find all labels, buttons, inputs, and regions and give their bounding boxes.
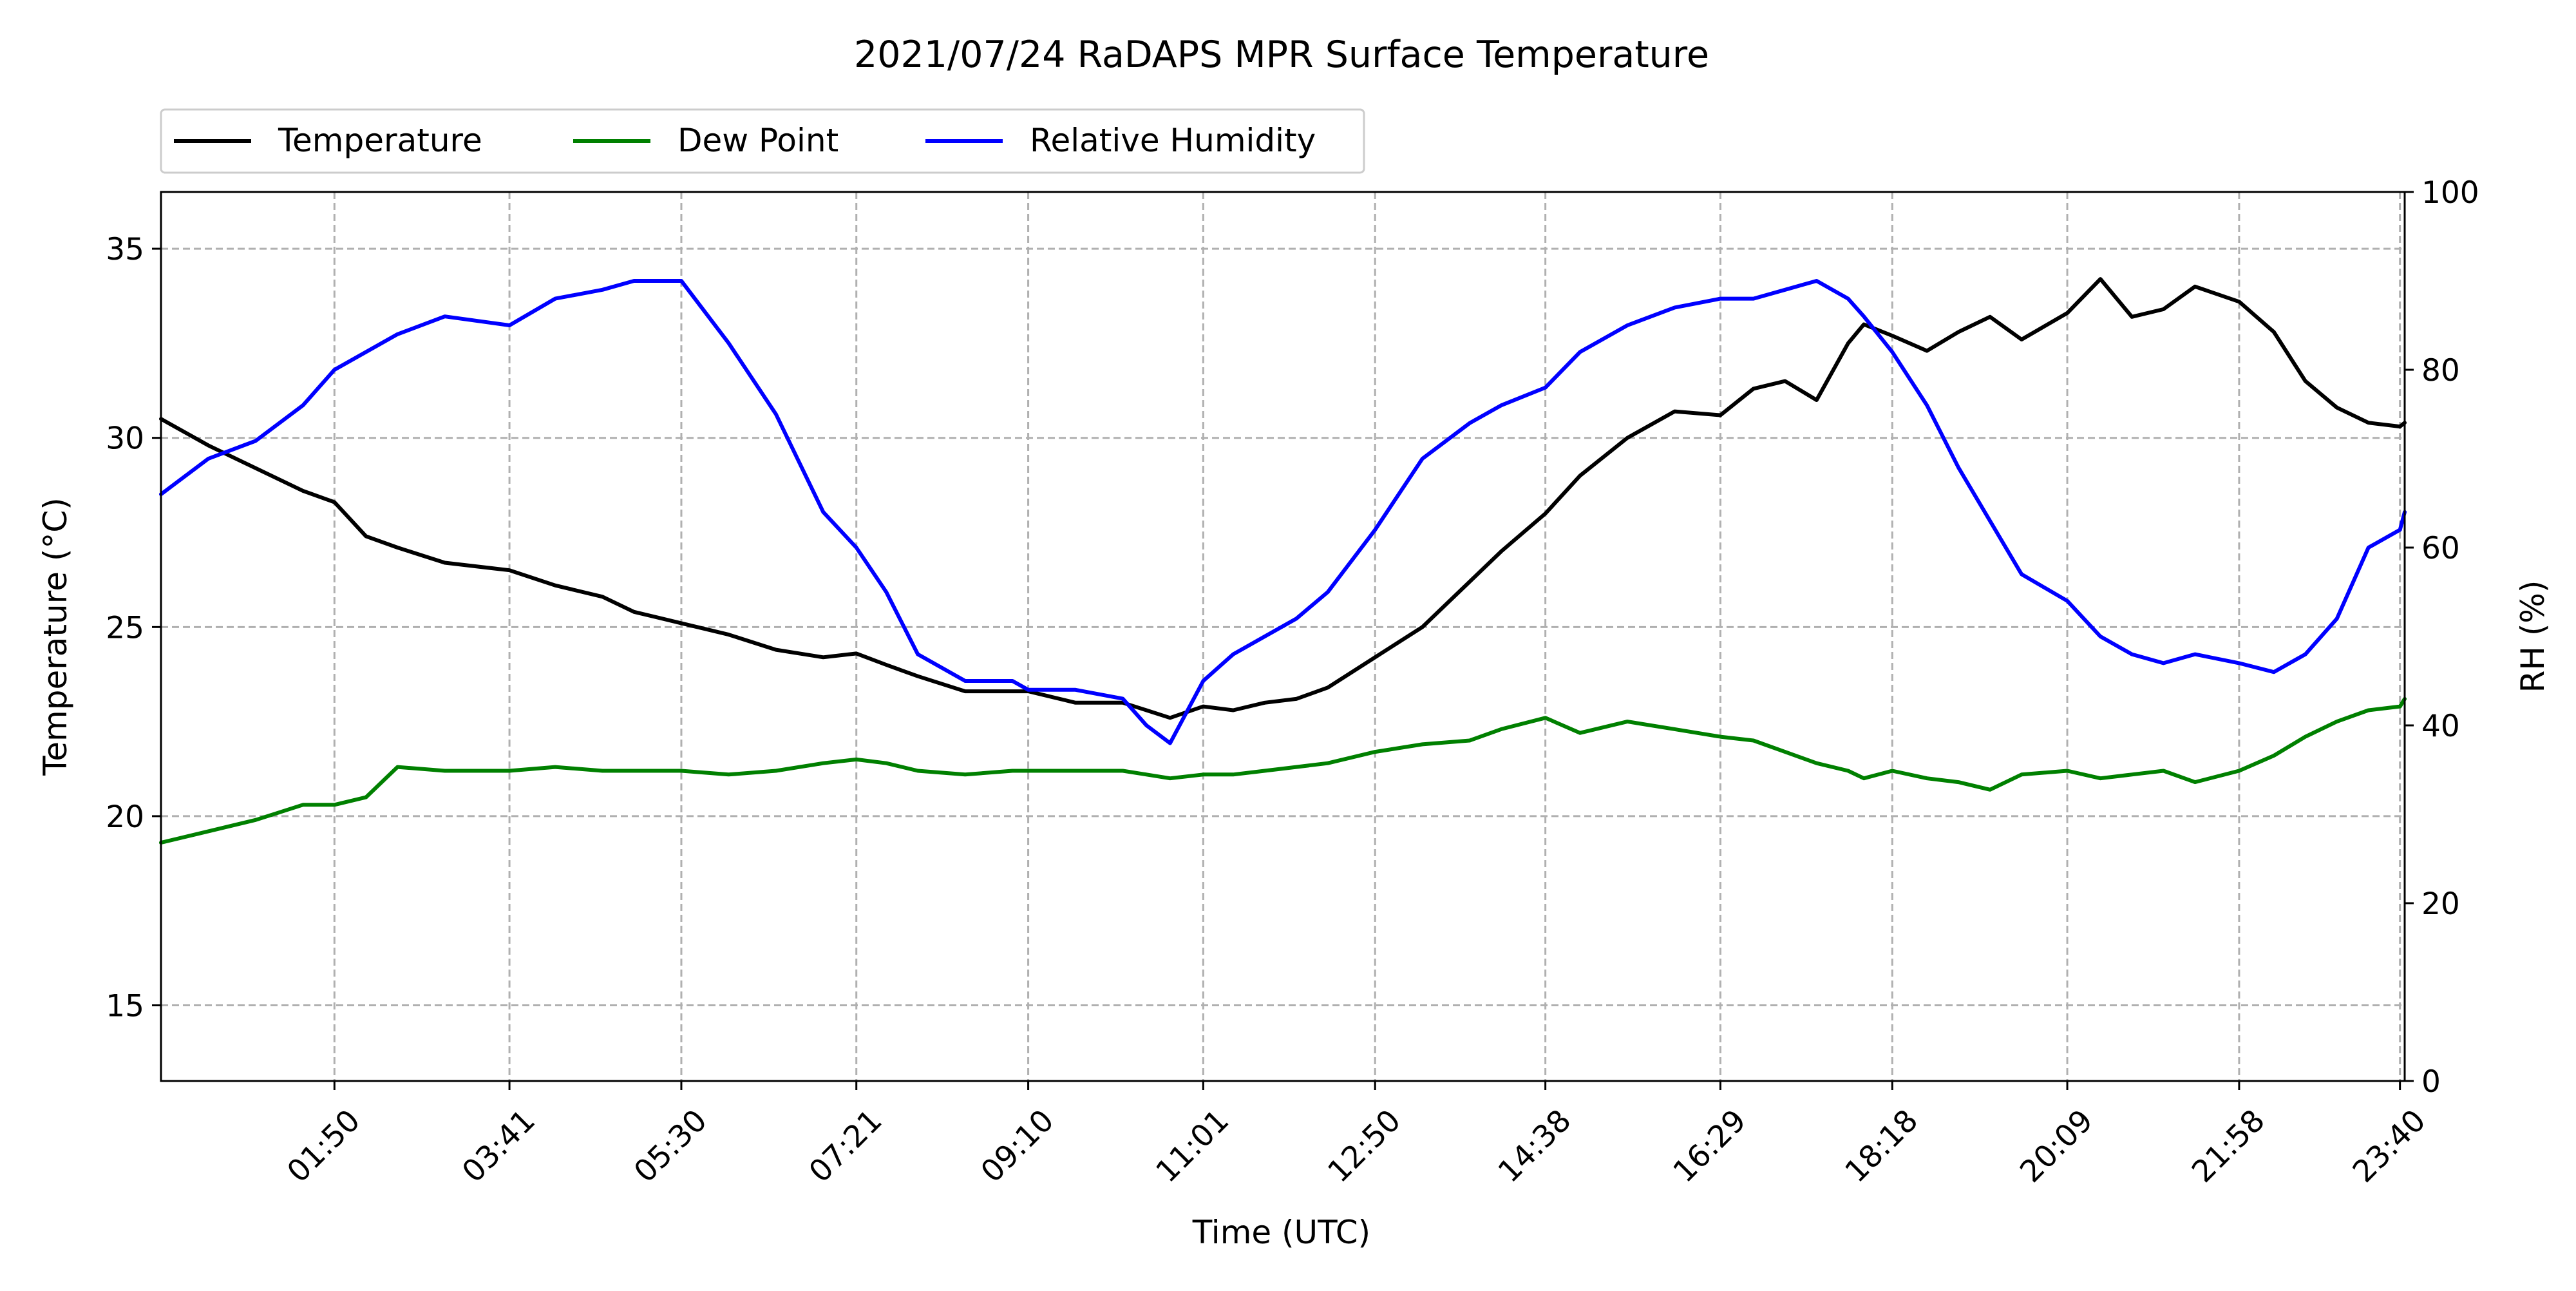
series-line-relative-humidity — [159, 279, 2407, 745]
legend-box — [160, 108, 1365, 174]
y-tick-label-right: 20 — [2421, 886, 2460, 922]
plot-frame — [160, 191, 2406, 1082]
y-tick-label-left: 25 — [106, 610, 144, 646]
legend: Temperature Dew Point Relative Humidity — [160, 108, 1365, 174]
legend-label-relative-humidity: Relative Humidity — [1030, 122, 1316, 159]
y-tick-label-left: 15 — [106, 989, 144, 1024]
series-line-temperature — [159, 277, 2407, 720]
y-axis-label-left: Temperature (°C) — [37, 497, 74, 776]
y-tick-label-left: 30 — [106, 421, 144, 457]
x-axis-label: Time (UTC) — [1192, 1214, 1370, 1251]
legend-label-dew-point: Dew Point — [677, 122, 838, 159]
y-tick-label-right: 60 — [2421, 531, 2460, 566]
y-tick-label-right: 100 — [2421, 175, 2479, 211]
y-tick-label-left: 20 — [106, 799, 144, 835]
y-tick-label-right: 80 — [2421, 353, 2460, 388]
legend-items: Temperature Dew Point Relative Humidity — [174, 122, 1316, 159]
y-tick-label-right: 0 — [2421, 1064, 2441, 1100]
chart-title: 2021/07/24 RaDAPS MPR Surface Temperatur… — [854, 33, 1709, 76]
legend-label-temperature: Temperature — [278, 122, 482, 159]
y-tick-label-right: 40 — [2421, 709, 2460, 744]
series-lines — [159, 277, 2407, 845]
series-line-dew-point — [159, 696, 2407, 845]
y-axis-label-right: RH (%) — [2514, 580, 2552, 693]
y-tick-label-left: 35 — [106, 232, 144, 267]
